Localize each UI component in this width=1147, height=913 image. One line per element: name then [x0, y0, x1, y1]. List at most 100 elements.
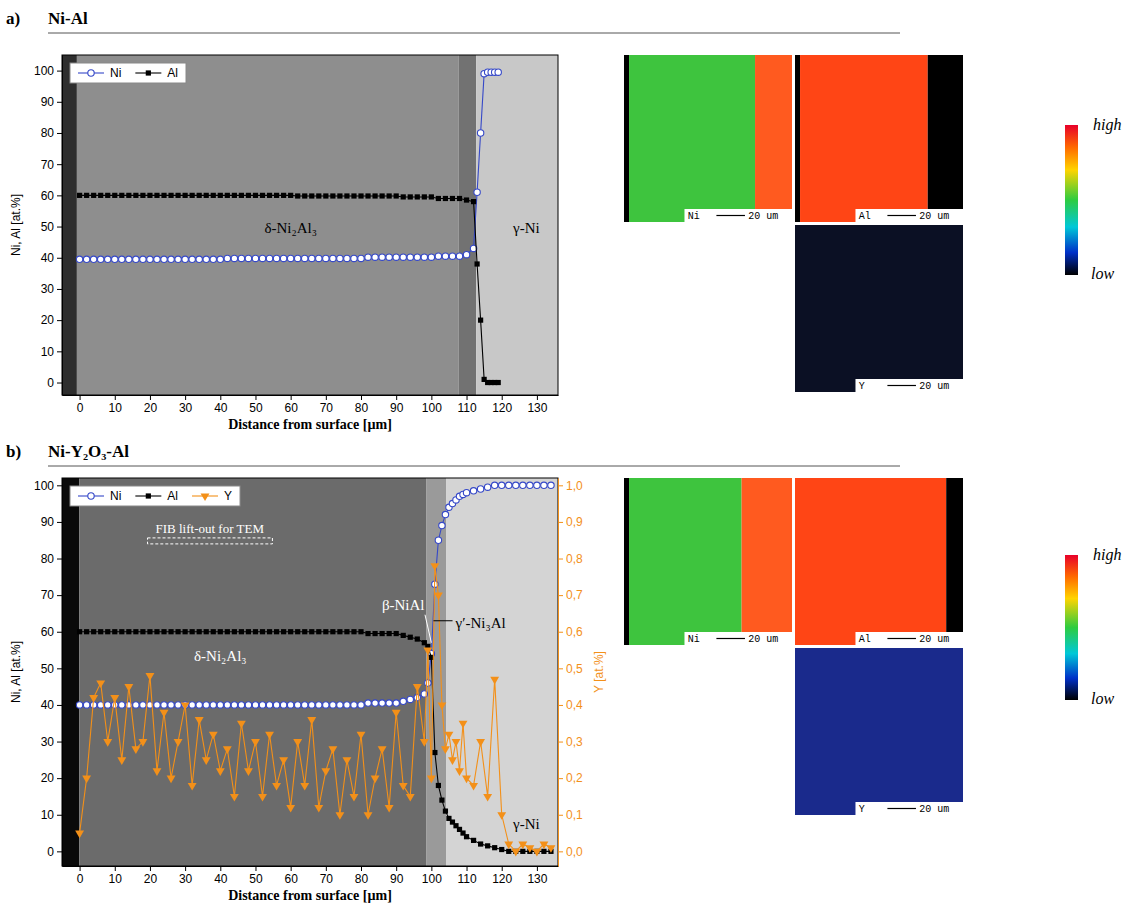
tick-mark: [185, 395, 186, 400]
map-region: [755, 55, 792, 222]
marker: [385, 805, 394, 813]
axis: 0102030405060708090100: [34, 479, 63, 867]
marker: [415, 194, 420, 199]
tick-mark: [150, 395, 151, 400]
marker: [520, 849, 525, 854]
marker: [266, 255, 272, 261]
marker: [387, 631, 392, 636]
marker: [541, 849, 546, 854]
marker: [427, 776, 436, 784]
color-bar-label: low: [1091, 690, 1114, 707]
map-region: [624, 55, 629, 222]
marker: [295, 193, 300, 198]
map-region: [742, 478, 792, 645]
marker: [147, 256, 153, 262]
tick-label: 30: [41, 735, 55, 749]
marker: [378, 746, 387, 754]
marker: [372, 193, 377, 198]
marker: [439, 798, 444, 803]
marker: [478, 318, 483, 323]
marker: [309, 629, 314, 634]
marker: [119, 256, 125, 262]
marker: [330, 702, 336, 708]
tick-mark: [57, 195, 62, 196]
tick-label: 10: [109, 401, 123, 415]
tick: 110: [457, 866, 476, 886]
marker: [406, 794, 415, 802]
tick: 0,0: [558, 845, 583, 859]
marker: [126, 256, 132, 262]
legend-item: Al: [135, 66, 178, 80]
marker: [154, 256, 160, 262]
annotation: γ-Ni: [512, 816, 540, 832]
tick: 40: [41, 698, 62, 712]
marker: [260, 193, 265, 198]
marker: [316, 255, 322, 261]
tick-mark: [80, 866, 81, 871]
tick: 70: [320, 395, 334, 415]
marker: [103, 739, 112, 747]
marker: [217, 256, 223, 262]
tick: 0,7: [558, 588, 583, 602]
marker: [323, 255, 329, 261]
marker: [175, 702, 181, 708]
marker: [216, 768, 225, 776]
tick-label: 110: [457, 872, 476, 886]
annotation: δ-Ni₂Al₃: [194, 648, 247, 664]
marker: [288, 629, 293, 634]
marker: [272, 783, 281, 791]
marker: [450, 196, 455, 201]
tick-label: 100: [34, 479, 54, 493]
marker: [448, 757, 457, 765]
panel: a)Ni-Al010203040506070809010011012013001…: [6, 9, 1121, 432]
marker: [126, 193, 131, 198]
marker: [279, 757, 288, 765]
axis: 0,00,10,20,30,40,50,60,70,80,91,0: [558, 479, 583, 867]
marker: [154, 702, 160, 708]
legend-symbol: [88, 70, 94, 76]
map-label-box: [855, 802, 963, 815]
marker: [499, 482, 505, 488]
legend-symbol: [88, 493, 94, 499]
tick-mark: [291, 866, 292, 871]
tick-label: 0: [47, 845, 54, 859]
marker: [442, 253, 448, 259]
marker: [182, 256, 188, 262]
tick-mark: [255, 866, 256, 871]
map-element: Al: [859, 634, 871, 645]
marker: [238, 702, 244, 708]
marker: [97, 256, 103, 262]
tick: 100: [422, 866, 442, 886]
tick-mark: [361, 395, 362, 400]
marker: [358, 629, 363, 634]
marker: [140, 256, 146, 262]
annotation: δ-Ni₂Al₃: [264, 220, 317, 236]
map-region: [946, 478, 963, 645]
marker: [337, 255, 343, 261]
marker: [175, 193, 180, 198]
axis-title: Ni, Al [at.%]: [9, 194, 23, 256]
tick: 130: [527, 395, 547, 415]
marker: [350, 794, 359, 802]
marker: [387, 193, 392, 198]
tick: 0: [47, 845, 62, 859]
micrograph-region: [79, 478, 426, 866]
tick-label: 0: [77, 872, 84, 886]
scale-bar: [887, 385, 916, 386]
marker: [77, 629, 82, 634]
tick: 50: [249, 866, 263, 886]
marker: [371, 776, 380, 784]
marker: [89, 695, 98, 703]
marker: [495, 69, 501, 75]
tick-mark: [150, 866, 151, 871]
marker: [541, 482, 547, 488]
marker: [237, 721, 246, 729]
marker: [436, 783, 441, 788]
marker: [337, 193, 342, 198]
map-label-box: [684, 632, 792, 645]
annotation: β-NiAl: [382, 597, 425, 613]
tick-label: 20: [41, 771, 55, 785]
plot-frame: [62, 55, 558, 395]
edx-map: Al20 um: [795, 478, 963, 645]
tick-label: 0,4: [566, 698, 583, 712]
